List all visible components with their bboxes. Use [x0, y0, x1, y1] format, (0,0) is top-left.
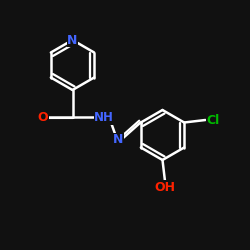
Text: N: N [113, 134, 123, 146]
Text: NH: NH [94, 111, 114, 124]
Text: OH: OH [154, 181, 176, 194]
Text: N: N [67, 34, 78, 46]
Text: O: O [38, 111, 48, 124]
Text: Cl: Cl [206, 114, 220, 126]
